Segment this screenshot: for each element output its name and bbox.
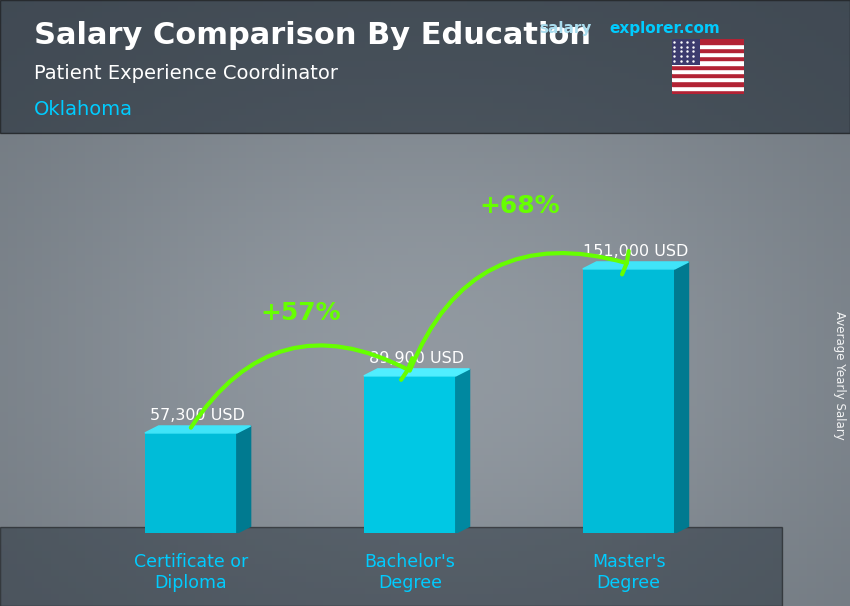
Text: Salary Comparison By Education: Salary Comparison By Education (34, 21, 591, 50)
Polygon shape (456, 369, 469, 533)
Bar (672, 39, 700, 65)
Bar (672, 77, 744, 81)
Bar (672, 52, 744, 56)
Bar (672, 68, 744, 73)
Text: explorer.com: explorer.com (609, 21, 720, 36)
Bar (364, 376, 456, 533)
Bar (672, 61, 744, 65)
Bar (672, 44, 744, 48)
Bar (672, 81, 744, 85)
Bar (672, 65, 744, 68)
Bar (583, 269, 675, 533)
Polygon shape (675, 262, 688, 533)
Text: 89,900 USD: 89,900 USD (369, 351, 464, 366)
Bar (672, 48, 744, 52)
Text: Oklahoma: Oklahoma (34, 100, 133, 119)
Bar (672, 39, 744, 44)
Bar (144, 433, 237, 533)
Bar (672, 73, 744, 77)
Polygon shape (237, 426, 251, 533)
Polygon shape (364, 369, 469, 376)
Bar (672, 85, 744, 90)
Polygon shape (144, 426, 251, 433)
Text: +68%: +68% (479, 194, 559, 218)
Text: 151,000 USD: 151,000 USD (583, 244, 688, 259)
Bar (672, 56, 744, 61)
Text: Patient Experience Coordinator: Patient Experience Coordinator (34, 64, 338, 82)
Polygon shape (583, 262, 688, 269)
Bar (672, 90, 744, 94)
Text: salary: salary (540, 21, 592, 36)
Text: +57%: +57% (260, 301, 341, 325)
Text: 57,300 USD: 57,300 USD (150, 408, 245, 424)
Text: Average Yearly Salary: Average Yearly Salary (833, 311, 846, 440)
